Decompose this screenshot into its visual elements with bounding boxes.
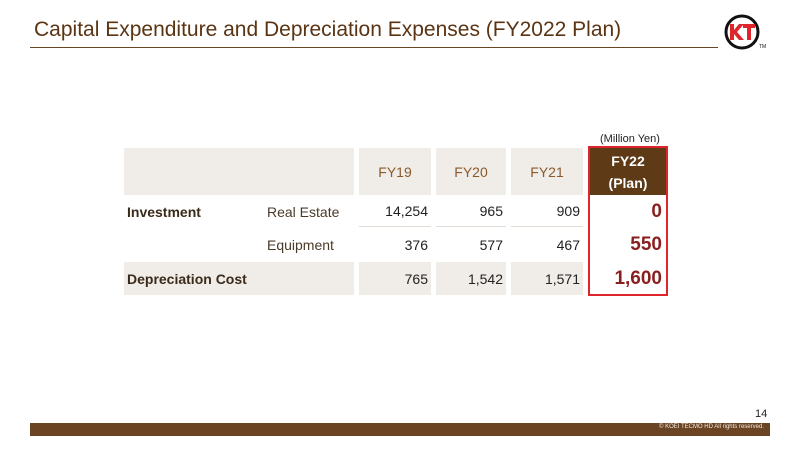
value-real-estate-fy21: 909 [511,196,583,227]
value-real-estate-fy22-plan: 0 [651,200,662,222]
row-label-empty [124,229,260,260]
unit-label: (Million Yen) [600,133,660,145]
footer-bar: © KOEI TECMO HD All rights reserved. [30,423,770,436]
value-real-estate-fy19: 14,254 [359,196,431,227]
plan-header-line1: FY22 [611,152,645,169]
row-label-investment: Investment [127,203,201,220]
value-depreciation-fy21: 1,571 [511,262,583,295]
page-number: 14 [755,408,768,420]
trademark-mark: TM [759,44,766,50]
value-equipment-fy19: 376 [404,236,428,253]
title-underline [30,47,718,48]
value-depreciation-fy20: 1,542 [436,262,506,295]
header-blank-cell [124,148,354,195]
column-header-fy21: FY21 [511,148,583,195]
row-label-depreciation-cost: Depreciation Cost [124,262,354,295]
value-depreciation-fy22-plan: 1,600 [614,267,662,289]
value-equipment-fy22-plan: 550 [630,233,662,255]
value-depreciation-fy19: 765 [359,262,431,295]
value-equipment-fy21: 467 [556,236,580,253]
page-title: Capital Expenditure and Depreciation Exp… [34,18,622,41]
column-header-fy20: FY20 [436,148,506,195]
row-sublabel-real-estate: Real Estate [267,203,340,220]
plan-header-line2: (Plan) [608,174,648,191]
column-header-fy22-plan: FY22 (Plan) [590,148,666,195]
value-equipment-fy20: 577 [479,236,503,253]
koei-tecmo-logo: TM [724,14,766,50]
row-sublabel-equipment: Equipment [267,236,334,253]
column-header-fy19: FY19 [359,148,431,195]
copyright-notice: © KOEI TECMO HD All rights reserved. [658,424,764,430]
value-real-estate-fy20: 965 [436,196,506,227]
